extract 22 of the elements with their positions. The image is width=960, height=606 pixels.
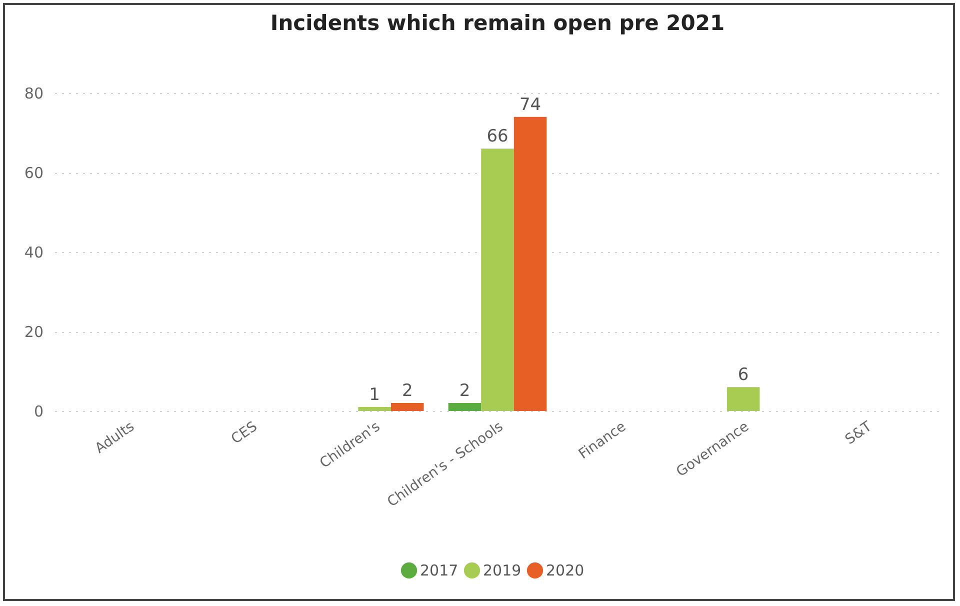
- y-tick-label: 60: [24, 164, 44, 182]
- data-label: 6: [738, 365, 749, 386]
- x-tick-label: CES: [228, 418, 260, 448]
- bar: [448, 403, 482, 411]
- chart-title: Incidents which remain open pre 2021: [270, 11, 725, 35]
- y-tick-label: 40: [24, 244, 44, 262]
- bar: [514, 116, 547, 411]
- bar: [390, 403, 424, 411]
- y-tick-label: 80: [24, 84, 44, 102]
- y-tick-label: 20: [24, 323, 44, 341]
- data-label: 74: [519, 94, 542, 115]
- legend-label: 2019: [483, 561, 522, 580]
- data-label: 2: [402, 381, 413, 402]
- bar: [726, 387, 760, 411]
- bar: [481, 148, 514, 411]
- data-label: 66: [486, 126, 508, 147]
- y-tick-label: 0: [34, 402, 44, 420]
- legend-label: 2020: [546, 561, 584, 580]
- data-label: 1: [369, 385, 380, 406]
- bar: [358, 407, 391, 411]
- legend-label: 2017: [420, 561, 458, 580]
- data-label: 2: [459, 381, 470, 402]
